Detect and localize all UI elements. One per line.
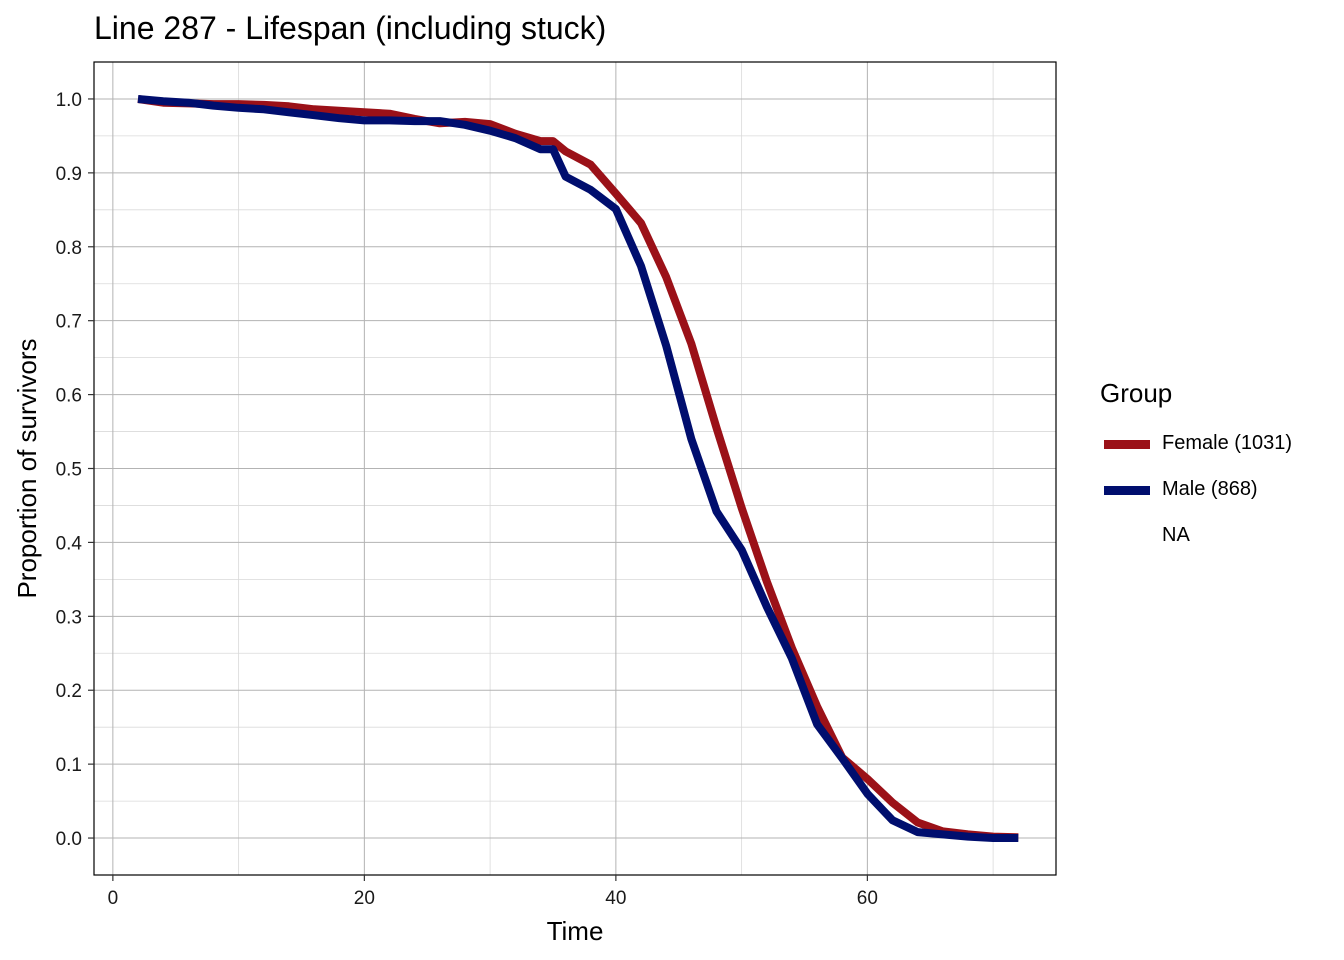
x-tick-label: 0 <box>108 888 119 909</box>
y-tick-label: 0.3 <box>56 607 82 628</box>
legend-label-male: Male (868) <box>1162 478 1258 500</box>
x-tick-label: 40 <box>605 888 626 909</box>
y-tick-label: 0.7 <box>56 312 82 333</box>
y-tick-label: 0.6 <box>56 386 82 407</box>
y-axis-title: Proportion of survivors <box>12 338 42 598</box>
y-tick-label: 0.5 <box>56 460 82 481</box>
y-tick-label: 0.9 <box>56 164 82 185</box>
y-tick-label: 0.8 <box>56 238 82 259</box>
y-tick-label: 0.4 <box>56 533 83 554</box>
legend-item-female: Female (1031) <box>1100 424 1292 470</box>
legend-item-na: NA <box>1100 516 1190 562</box>
legend-item-male: Male (868) <box>1100 470 1258 516</box>
legend-key-male <box>1104 486 1150 495</box>
x-axis-title: Time <box>547 916 604 946</box>
y-tick-label: 0.0 <box>56 829 82 850</box>
grid-lines <box>94 62 1056 875</box>
legend-title: Group <box>1100 378 1173 408</box>
axes: 0 20 40 60 0.0 0.1 0.2 0.3 0.4 0.5 0.6 0.7 0.8 0.9 1.0 <box>56 90 878 909</box>
legend-label-female: Female (1031) <box>1162 432 1293 454</box>
series-lines <box>137 95 1019 842</box>
x-tick-label: 60 <box>857 888 878 909</box>
legend-label-na: NA <box>1162 524 1190 546</box>
y-tick-label: 1.0 <box>56 90 82 111</box>
chart-title: Line 287 - Lifespan (including stuck) <box>94 10 607 46</box>
y-tick-label: 0.2 <box>56 681 82 702</box>
legend-key-female <box>1104 440 1150 449</box>
series-line-female <box>137 95 1019 842</box>
y-tick-label: 0.1 <box>56 755 82 776</box>
series-line-male <box>137 95 1019 842</box>
x-tick-label: 20 <box>354 888 375 909</box>
legend: Group Female (1031) Male (868) NA <box>1100 376 1292 562</box>
